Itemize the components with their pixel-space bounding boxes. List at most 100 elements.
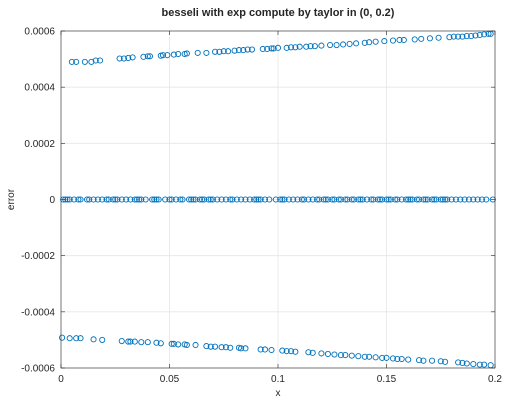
data-point <box>437 196 444 203</box>
data-point <box>81 58 88 65</box>
data-point <box>60 196 67 203</box>
data-point <box>424 196 431 203</box>
data-point <box>287 348 295 355</box>
data-point <box>459 359 466 366</box>
data-point <box>207 196 214 203</box>
data-point <box>483 196 490 203</box>
data-point <box>192 196 199 203</box>
data-point <box>99 336 106 343</box>
data-point <box>398 196 405 203</box>
data-point <box>420 357 427 364</box>
data-point <box>303 43 310 50</box>
data-point <box>305 196 312 203</box>
data-point <box>159 52 167 59</box>
data-point <box>387 196 394 203</box>
data-point <box>287 44 295 51</box>
data-point <box>183 50 190 57</box>
data-point <box>120 55 127 62</box>
data-point <box>342 352 349 359</box>
data-point <box>125 338 132 345</box>
data-point <box>376 196 384 203</box>
data-point <box>455 359 462 366</box>
data-point <box>205 196 212 203</box>
data-point <box>481 31 488 38</box>
data-point <box>435 34 442 41</box>
data-point <box>190 196 197 203</box>
data-point <box>218 196 225 203</box>
data-point <box>300 196 308 203</box>
data-point <box>264 45 271 53</box>
data-point <box>316 196 323 203</box>
data-point <box>238 345 245 352</box>
data-point <box>88 58 95 65</box>
data-point <box>470 361 477 368</box>
data-point <box>209 196 216 203</box>
data-point <box>70 196 78 203</box>
data-point <box>227 196 234 203</box>
data-point <box>366 39 373 46</box>
y-tick-label: 0 <box>49 195 55 206</box>
data-point <box>355 353 362 360</box>
data-point <box>192 341 199 349</box>
data-point <box>138 339 145 346</box>
data-point <box>90 196 97 203</box>
data-point <box>361 353 368 360</box>
data-point <box>244 46 251 53</box>
data-point <box>285 196 292 203</box>
y-tick-label: -0.0002 <box>21 251 55 262</box>
data-point <box>294 196 301 203</box>
data-point <box>242 196 249 203</box>
data-point <box>166 196 173 203</box>
y-axis-label: error <box>6 188 17 210</box>
data-point <box>474 196 481 203</box>
data-point <box>216 48 223 55</box>
data-point <box>188 196 195 203</box>
data-point <box>164 52 171 59</box>
data-point <box>246 196 253 203</box>
data-point <box>394 196 401 203</box>
data-point <box>203 343 210 350</box>
data-point <box>59 334 66 341</box>
data-point <box>429 196 436 203</box>
data-point <box>157 340 164 347</box>
data-point <box>233 196 240 203</box>
data-point <box>381 38 388 45</box>
data-point <box>450 33 457 40</box>
data-point <box>368 196 375 203</box>
data-point <box>231 47 238 54</box>
data-point <box>281 196 288 203</box>
data-point <box>238 196 245 203</box>
data-point <box>431 196 438 203</box>
data-point <box>405 356 412 363</box>
data-point <box>311 43 318 50</box>
data-point <box>257 196 264 203</box>
data-point <box>324 350 331 358</box>
data-point <box>198 196 206 203</box>
data-point <box>151 196 158 203</box>
data-point <box>212 343 219 350</box>
data-point <box>227 344 234 351</box>
data-point <box>340 41 347 48</box>
data-point <box>116 55 123 62</box>
data-point <box>162 196 169 203</box>
data-point <box>99 196 106 203</box>
data-point <box>398 355 405 363</box>
data-point <box>379 196 386 203</box>
data-point <box>420 196 427 203</box>
data-point <box>309 349 316 356</box>
data-point <box>472 32 479 39</box>
data-point <box>261 196 269 203</box>
data-points <box>59 30 496 369</box>
data-point <box>77 196 84 203</box>
data-point <box>229 196 236 203</box>
data-point <box>225 48 232 55</box>
series-1 <box>68 30 494 65</box>
data-point <box>183 341 190 349</box>
data-point <box>214 196 221 203</box>
data-point <box>222 344 229 351</box>
data-point <box>446 34 453 41</box>
data-point <box>363 196 371 203</box>
data-point <box>131 338 138 345</box>
data-point <box>350 196 358 203</box>
data-point <box>207 343 214 350</box>
